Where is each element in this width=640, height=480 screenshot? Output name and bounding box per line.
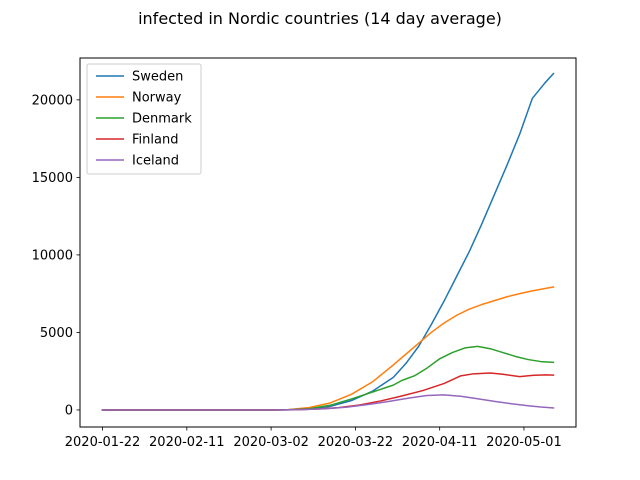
x-axis: 2020-01-22 2020-02-11 2020-03-02 2020-03-22…	[65, 427, 562, 450]
y-tick-label: 15000	[32, 171, 73, 186]
y-tick-label: 20000	[32, 93, 73, 108]
x-tick-label: 2020-01-22	[65, 435, 141, 450]
x-tick-label: 2020-02-11	[149, 435, 225, 450]
legend-label: Finland	[132, 133, 178, 148]
x-tick-label: 2020-03-22	[318, 435, 394, 450]
legend-box	[86, 63, 202, 175]
legend-label: Norway	[132, 91, 182, 106]
x-tick-label: 2020-04-11	[402, 435, 478, 450]
legend: Sweden Norway Denmark Finland Iceland	[86, 63, 202, 175]
legend-label: Denmark	[132, 112, 192, 127]
y-axis: 0 5000 10000 15000 20000	[32, 93, 80, 418]
legend-label: Sweden	[132, 70, 183, 85]
y-tick-label: 5000	[40, 326, 73, 341]
legend-label: Iceland	[132, 154, 179, 169]
chart-title: infected in Nordic countries (14 day ave…	[138, 9, 502, 28]
plot-lines	[101, 72, 555, 411]
series-line-finland	[101, 372, 555, 411]
y-tick-label: 0	[65, 403, 73, 418]
x-tick-label: 2020-05-01	[486, 435, 562, 450]
series-line-iceland	[101, 394, 555, 411]
y-tick-label: 10000	[32, 248, 73, 263]
plot-frame	[79, 57, 577, 428]
x-tick-label: 2020-03-02	[233, 435, 309, 450]
